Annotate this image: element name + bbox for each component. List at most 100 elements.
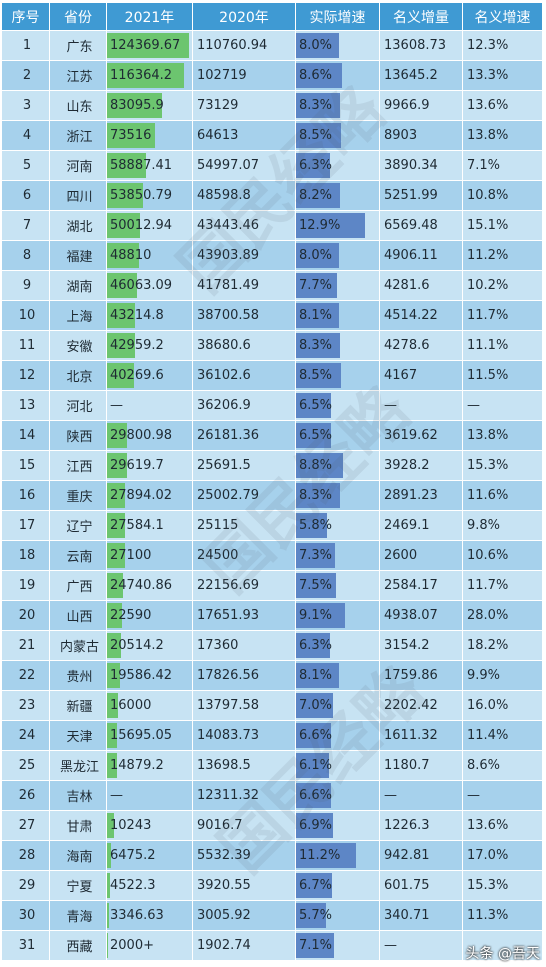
cell-2021-bar [107, 633, 121, 658]
cell-2020-value: 1902.74 [197, 938, 251, 953]
cell-real-growth: 8.2% [296, 181, 380, 211]
cell-province-value: 重庆 [66, 490, 93, 505]
cell-nominal-increase: 340.71 [380, 901, 463, 931]
cell-province: 湖北 [50, 211, 107, 241]
cell-nominal-increase-value: 13645.2 [384, 68, 438, 83]
cell-2020-value: 73129 [197, 98, 239, 113]
cell-nominal-increase: 6569.48 [380, 211, 463, 241]
cell-nominal-growth-value: 16.0% [467, 698, 509, 713]
cell-2021: — [107, 391, 193, 421]
cell-province-value: 甘肃 [66, 820, 93, 835]
cell-nominal-increase: 3619.62 [380, 421, 463, 451]
cell-nominal-increase-value: — [384, 938, 397, 953]
cell-real-growth: 6.3% [296, 631, 380, 661]
cell-2020-value: 17826.56 [197, 668, 260, 683]
cell-real-growth-bar [296, 63, 342, 88]
cell-real-growth: 6.6% [296, 721, 380, 751]
header-nominal-growth: 名义增速 [463, 3, 543, 31]
cell-2020: 38700.58 [193, 301, 296, 331]
cell-province-value: 江西 [66, 460, 93, 475]
cell-nominal-growth-value: 10.2% [467, 278, 509, 293]
cell-2021: 50012.94 [107, 211, 193, 241]
cell-2021-bar [107, 693, 118, 718]
cell-province-value: 海南 [66, 850, 93, 865]
cell-nominal-growth-value: 11.1% [467, 338, 509, 353]
cell-2021: 27100 [107, 541, 193, 571]
cell-real-growth: 8.5% [296, 361, 380, 391]
cell-province-value: 陕西 [66, 430, 93, 445]
cell-index: 28 [2, 841, 50, 871]
cell-nominal-growth-value: 11.7% [467, 578, 509, 593]
cell-real-growth-value: 8.1% [299, 308, 333, 323]
cell-2021: — [107, 781, 193, 811]
cell-real-growth-bar [296, 483, 341, 508]
cell-nominal-growth: 16.0% [463, 691, 543, 721]
cell-nominal-growth: 11.6% [463, 481, 543, 511]
cell-2021: 40269.6 [107, 361, 193, 391]
table-row: 24 天津 15695.05 14083.73 6.6% 1611.32 11.4% [2, 721, 543, 751]
cell-nominal-growth: 9.8% [463, 511, 543, 541]
cell-real-growth-bar [296, 213, 365, 238]
cell-2021: 2000+ [107, 931, 193, 961]
cell-nominal-increase: 3154.2 [380, 631, 463, 661]
cell-2020: 3005.92 [193, 901, 296, 931]
cell-2021: 3346.63 [107, 901, 193, 931]
cell-nominal-increase-value: 3890.34 [384, 158, 438, 173]
cell-2020-value: 38680.6 [197, 338, 251, 353]
cell-2020: 73129 [193, 91, 296, 121]
cell-province: 贵州 [50, 661, 107, 691]
cell-province: 山西 [50, 601, 107, 631]
cell-province: 山东 [50, 91, 107, 121]
cell-real-growth: 6.5% [296, 421, 380, 451]
cell-2021-value: 24740.86 [110, 578, 173, 593]
table-row: 23 新疆 16000 13797.58 7.0% 2202.42 16.0% [2, 691, 543, 721]
cell-2020: 43443.46 [193, 211, 296, 241]
cell-nominal-increase-value: 1611.32 [384, 728, 438, 743]
cell-index: 3 [2, 91, 50, 121]
cell-province: 甘肃 [50, 811, 107, 841]
cell-nominal-growth: 10.8% [463, 181, 543, 211]
cell-2020: 38680.6 [193, 331, 296, 361]
cell-2021: 73516 [107, 121, 193, 151]
cell-real-growth-bar [296, 183, 340, 208]
table-row: 3 山东 83095.9 73129 8.3% 9966.9 13.6% [2, 91, 543, 121]
cell-nominal-growth-value: 28.0% [467, 608, 509, 623]
cell-province: 陕西 [50, 421, 107, 451]
cell-2020: 48598.8 [193, 181, 296, 211]
cell-real-growth: 8.0% [296, 241, 380, 271]
cell-province-value: 天津 [66, 730, 93, 745]
cell-real-growth-bar [296, 603, 345, 628]
cell-real-growth-value: 8.3% [299, 338, 333, 353]
cell-index-value: 20 [18, 608, 36, 623]
cell-province-value: 浙江 [66, 130, 93, 145]
cell-2021-value: — [110, 398, 123, 413]
cell-province: 西藏 [50, 931, 107, 961]
cell-nominal-growth-value: 10.6% [467, 548, 509, 563]
cell-real-growth-value: 12.9% [299, 218, 341, 233]
cell-2021: 10243 [107, 811, 193, 841]
cell-real-growth: 8.5% [296, 121, 380, 151]
cell-2020: 36102.6 [193, 361, 296, 391]
cell-index: 12 [2, 361, 50, 391]
cell-real-growth-bar [296, 33, 339, 58]
cell-index-value: 3 [22, 98, 32, 113]
cell-nominal-growth-value: 13.3% [467, 68, 509, 83]
cell-real-growth: 8.3% [296, 91, 380, 121]
cell-index-value: 2 [22, 68, 32, 83]
cell-2021-value: 40269.6 [110, 368, 164, 383]
cell-2020-value: 36102.6 [197, 368, 251, 383]
table-row: 28 海南 6475.2 5532.39 11.2% 942.81 17.0% [2, 841, 543, 871]
cell-real-growth-bar [296, 663, 340, 688]
cell-real-growth-value: 9.1% [299, 608, 333, 623]
cell-2021: 43214.8 [107, 301, 193, 331]
cell-2020: 110760.94 [193, 31, 296, 61]
cell-real-growth: 6.9% [296, 811, 380, 841]
header-real-growth: 实际增速 [296, 3, 380, 31]
cell-real-growth: 6.1% [296, 751, 380, 781]
cell-real-growth-bar [296, 813, 333, 838]
cell-nominal-growth: 8.6% [463, 751, 543, 781]
cell-2021-value: 27894.02 [110, 488, 173, 503]
cell-real-growth-bar [296, 333, 341, 358]
cell-nominal-increase: — [380, 781, 463, 811]
cell-province-value: 山西 [66, 610, 93, 625]
